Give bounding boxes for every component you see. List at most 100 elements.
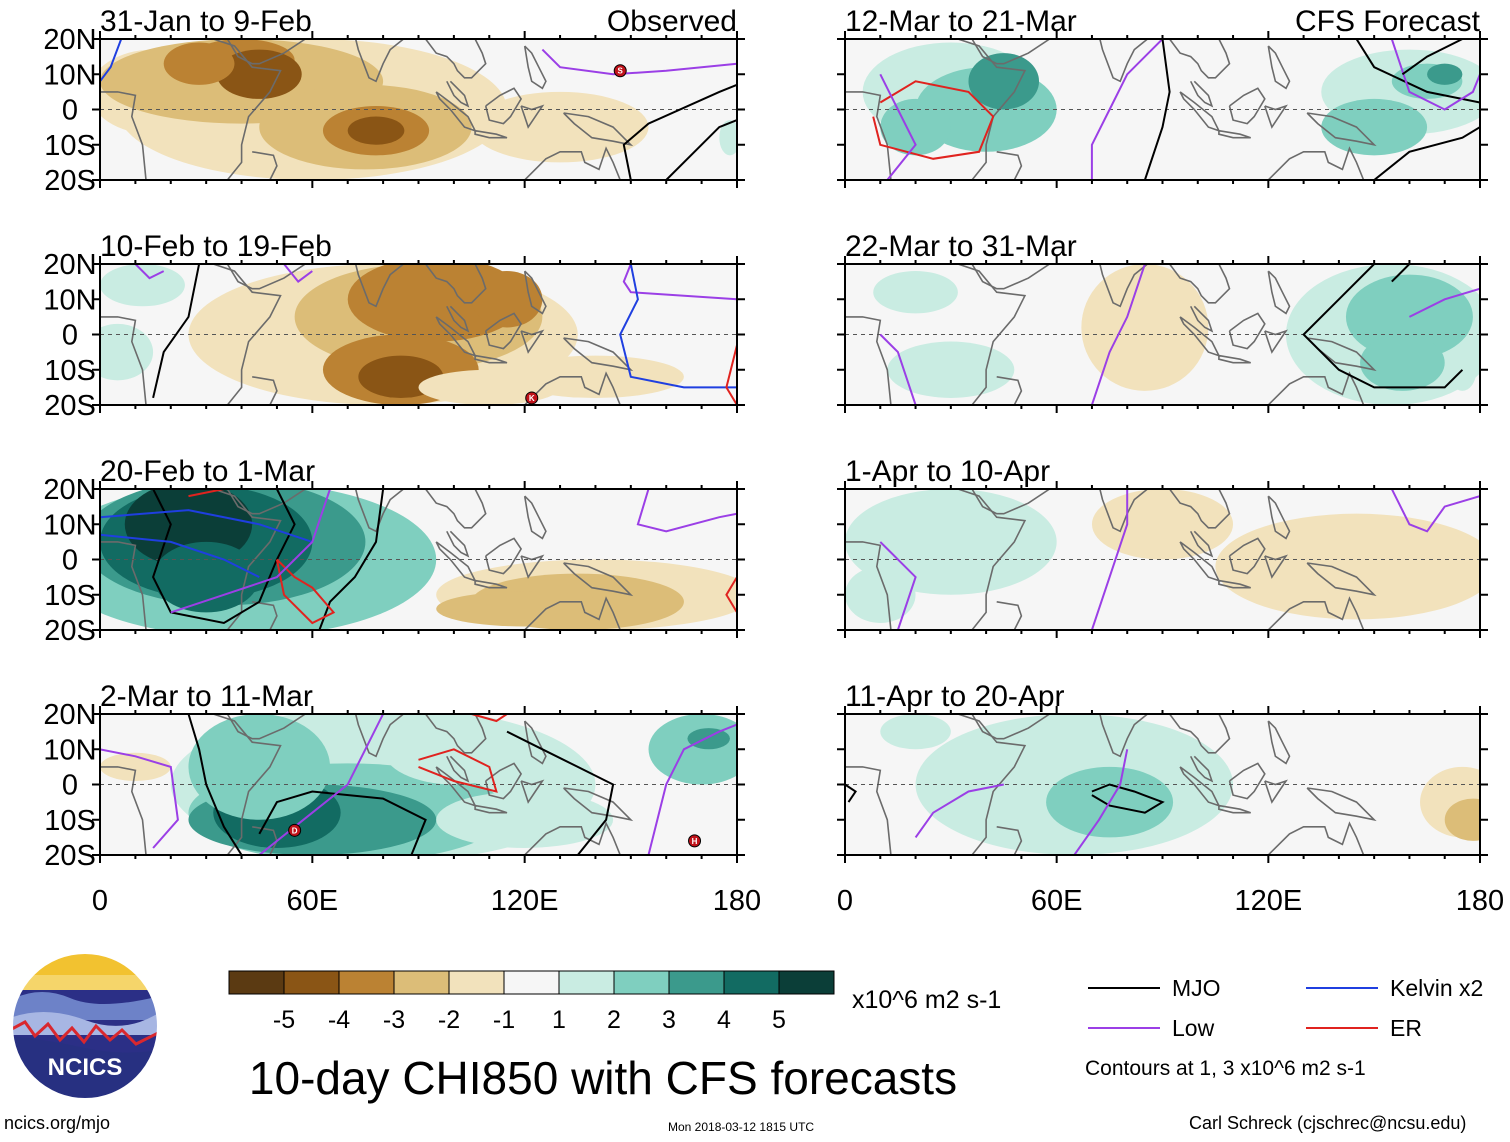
coast-island xyxy=(1228,537,1266,575)
coast-island xyxy=(1267,720,1291,765)
colorbar-label: 2 xyxy=(607,1006,621,1034)
coast-indochina xyxy=(1168,489,1231,529)
shading-blob xyxy=(1360,334,1445,391)
coast-indochina xyxy=(424,39,487,79)
coast-island xyxy=(1306,562,1377,597)
panel-5: 12-Mar to 21-Mar CFS Forecast xyxy=(837,5,1488,188)
coast-malay xyxy=(446,755,470,783)
shading-blob xyxy=(887,341,1015,398)
y-tick-label: 20S xyxy=(44,615,96,647)
y-tick-label: 0 xyxy=(62,95,78,127)
coastlines xyxy=(100,714,634,855)
y-tick-label: 20N xyxy=(43,24,96,56)
contour-line xyxy=(879,333,917,405)
panel-period: 2-Mar to 11-Mar xyxy=(100,680,313,713)
colorbar-label: -3 xyxy=(383,1006,405,1034)
contour-line xyxy=(100,39,123,82)
colorbar-box xyxy=(613,970,670,995)
legend-item: MJO xyxy=(1088,975,1221,1001)
coast-island xyxy=(1243,596,1365,630)
contour-line xyxy=(845,783,857,803)
contour-line xyxy=(1143,39,1171,180)
storm-letter: S xyxy=(618,67,624,76)
contour-line xyxy=(134,264,165,280)
coast-island xyxy=(474,579,508,589)
shading-blob xyxy=(418,369,561,405)
colorbar-label: -2 xyxy=(438,1006,460,1034)
colorbar-label: -4 xyxy=(328,1006,350,1034)
colorbar-units: x10^6 m2 s-1 xyxy=(852,986,1001,1014)
coast-island xyxy=(252,376,278,405)
x-tick-label: 0 xyxy=(92,885,108,917)
contour-line xyxy=(100,748,179,849)
x-tick-label: 0 xyxy=(837,885,853,917)
coast-island xyxy=(474,354,508,364)
y-tick-label: 10N xyxy=(43,509,96,541)
colorbar-box xyxy=(503,970,560,995)
contour-line xyxy=(879,541,917,630)
shading-blob xyxy=(1427,63,1463,85)
legend: MJO Kelvin x2 Low ER xyxy=(1088,975,1483,1041)
contour-line xyxy=(622,264,737,301)
contour-line xyxy=(1373,126,1480,180)
y-tick-label: 10N xyxy=(43,734,96,766)
footer-author: Carl Schreck (cjschrec@ncsu.edu) xyxy=(1189,1113,1467,1133)
y-tick-label: 20S xyxy=(44,165,96,197)
shading-blob xyxy=(216,49,302,99)
coastlines xyxy=(845,489,1377,630)
colorbar-box xyxy=(723,970,780,995)
storm-circle xyxy=(288,823,302,837)
coast-island xyxy=(523,495,547,540)
panel-corner-label: Observed xyxy=(607,5,737,38)
panel-period: 1-Apr to 10-Apr xyxy=(845,455,1050,488)
coast-island xyxy=(1306,112,1377,147)
colorbar-box xyxy=(668,970,725,995)
shading-blob xyxy=(100,264,185,307)
y-tick-label: 10S xyxy=(44,805,96,837)
coast-island xyxy=(1228,762,1266,800)
contour-line xyxy=(1390,489,1480,533)
coast-island xyxy=(563,112,634,147)
coast-island xyxy=(563,787,634,822)
footer-timestamp: Mon 2018-03-12 1815 UTC xyxy=(668,1120,815,1134)
colorbar-box xyxy=(448,970,505,995)
coast-malay xyxy=(1189,80,1214,108)
coast-island xyxy=(996,601,1023,630)
shading-blob xyxy=(687,728,730,750)
coast-malay xyxy=(446,530,470,558)
coast-arabia xyxy=(226,39,306,65)
contour-line xyxy=(318,489,385,630)
x-tick-label: 180 xyxy=(713,885,761,917)
coast-island xyxy=(1218,804,1251,814)
coast-island xyxy=(435,541,477,582)
coast-indochina xyxy=(1168,264,1231,304)
storm-letter: D xyxy=(292,826,298,835)
legend-item: ER xyxy=(1306,1015,1422,1041)
coast-india xyxy=(1084,489,1170,533)
storm-marker: D xyxy=(288,823,302,837)
coast-island xyxy=(1243,371,1365,405)
coast-island xyxy=(484,312,523,350)
ticks xyxy=(837,706,1488,863)
shading-blob xyxy=(436,591,614,627)
legend-label: ER xyxy=(1390,1015,1422,1041)
shading-blob xyxy=(845,566,916,623)
shading-blob xyxy=(163,42,235,85)
coast-island xyxy=(484,537,523,575)
legend-label: Kelvin x2 xyxy=(1390,975,1483,1001)
colorbar-box xyxy=(338,970,395,995)
contour-line xyxy=(100,509,313,543)
ticks xyxy=(92,706,745,863)
x-tick-label: 120E xyxy=(491,885,559,917)
contour-line xyxy=(647,723,737,855)
x-tick-label: 60E xyxy=(1031,885,1083,917)
contour-line xyxy=(1090,489,1129,630)
coast-africa xyxy=(100,714,282,855)
coast-island xyxy=(1218,579,1251,589)
footer-site[interactable]: ncics.org/mjo xyxy=(4,1113,111,1133)
coast-arabia xyxy=(971,264,1051,290)
ncics-logo[interactable]: NCICS xyxy=(10,950,160,1110)
y-tick-label: 20N xyxy=(43,474,96,506)
